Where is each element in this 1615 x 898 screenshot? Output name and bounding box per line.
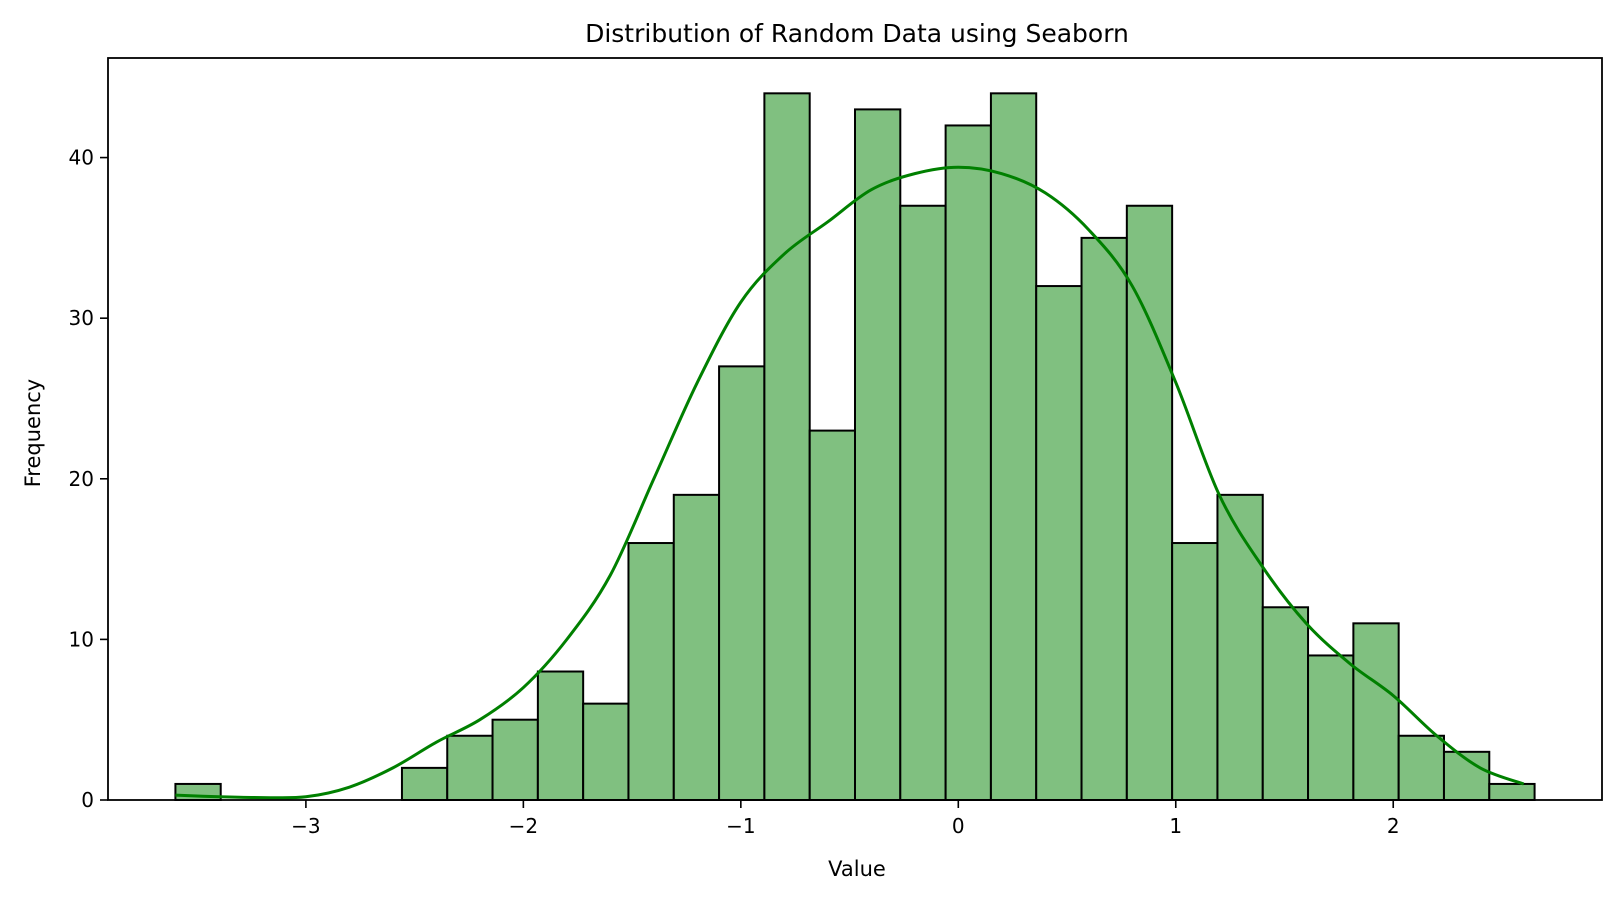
- y-axis-ticks: 0 10 20 30 40: [69, 146, 108, 812]
- histogram-bar: [1261, 606, 1310, 801]
- chart-title: Distribution of Random Data using Seabor…: [585, 19, 1129, 48]
- histogram-bar: [1397, 734, 1445, 801]
- histogram-bar: [446, 734, 494, 801]
- histogram-bar: [718, 365, 766, 801]
- plot-frame: [107, 57, 1603, 801]
- y-tick-label: 0: [81, 788, 94, 812]
- histogram-bar: [672, 493, 721, 801]
- histogram-bar: [1307, 654, 1355, 801]
- histogram-bar: [989, 92, 1038, 802]
- histogram-bar: [1035, 285, 1083, 801]
- histogram-bar: [808, 429, 857, 801]
- x-tick-label: 0: [952, 814, 965, 838]
- bars-group: [174, 92, 1536, 802]
- x-tick-label: −3: [291, 814, 320, 838]
- y-tick-label: 30: [69, 306, 94, 330]
- histogram-bar: [1125, 204, 1174, 801]
- histogram-bar: [491, 718, 539, 801]
- x-tick-label: −2: [509, 814, 538, 838]
- x-axis-ticks: −3 −2 −1 0 1 2: [291, 800, 1400, 838]
- y-tick-label: 20: [69, 467, 94, 491]
- histogram-bar: [1171, 542, 1219, 801]
- histogram-bar: [536, 670, 585, 801]
- x-tick-label: 1: [1169, 814, 1182, 838]
- histogram-bar: [944, 124, 992, 802]
- histogram-bar: [899, 204, 947, 801]
- x-axis-label: Value: [828, 857, 886, 881]
- x-tick-label: 2: [1387, 814, 1400, 838]
- histogram-bar: [1080, 236, 1128, 801]
- histogram-bar: [400, 766, 449, 801]
- histogram-bar: [1488, 782, 1536, 801]
- histogram-bar: [854, 108, 902, 802]
- y-tick-label: 40: [69, 146, 94, 170]
- y-axis-label: Frequency: [21, 379, 45, 488]
- histogram-bar: [1352, 622, 1400, 801]
- histogram-bar: [1216, 493, 1264, 801]
- y-tick-label: 10: [69, 627, 94, 651]
- histogram-bar: [763, 92, 811, 802]
- histogram-bar: [582, 702, 630, 801]
- kde-line: [175, 165, 1525, 800]
- histogram-bar: [627, 542, 675, 801]
- x-tick-label: −1: [726, 814, 755, 838]
